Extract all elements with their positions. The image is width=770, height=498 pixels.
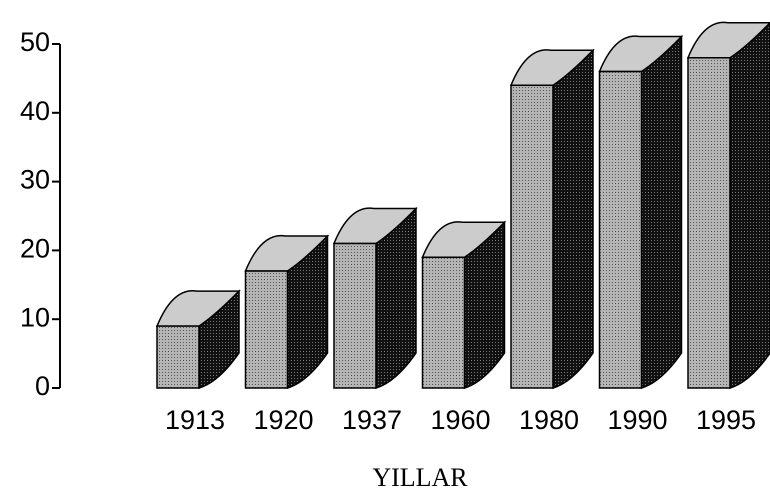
- y-tick-label: 20: [20, 234, 50, 264]
- bar-top: [244, 234, 330, 272]
- bar-top: [155, 290, 241, 327]
- x-tick-label: 1960: [430, 405, 490, 435]
- y-tick-label: 50: [20, 27, 50, 57]
- x-tick-label: 1990: [607, 405, 667, 435]
- bar-top: [509, 49, 595, 87]
- bar-side: [463, 220, 506, 390]
- bar: [510, 84, 554, 389]
- bar-side: [552, 48, 594, 390]
- bar: [156, 325, 200, 389]
- x-tick-label: 1937: [342, 405, 402, 435]
- bar: [333, 242, 377, 389]
- bar-top: [421, 221, 507, 259]
- y-tick-label: 0: [35, 371, 50, 401]
- bar-side: [286, 234, 329, 390]
- bar: [421, 256, 466, 389]
- bar-side: [640, 34, 683, 390]
- x-axis-label: YILLAR: [372, 463, 468, 492]
- y-tick-label: 30: [20, 165, 50, 195]
- bar-top: [598, 35, 684, 73]
- x-tick-label: 1995: [696, 405, 756, 435]
- x-tick-label: 1920: [253, 405, 313, 435]
- bar-side: [198, 289, 240, 390]
- bar-side: [729, 21, 770, 390]
- y-tick-label: 40: [20, 96, 50, 126]
- y-tick-label: 10: [20, 302, 50, 332]
- bar-side: [375, 206, 417, 390]
- bar: [244, 270, 289, 389]
- bar-top: [332, 207, 418, 245]
- x-tick-label: 1913: [165, 405, 225, 435]
- x-tick-label: 1980: [519, 405, 579, 435]
- bar: [598, 70, 643, 389]
- bar: [687, 57, 731, 389]
- bar-top: [686, 21, 770, 59]
